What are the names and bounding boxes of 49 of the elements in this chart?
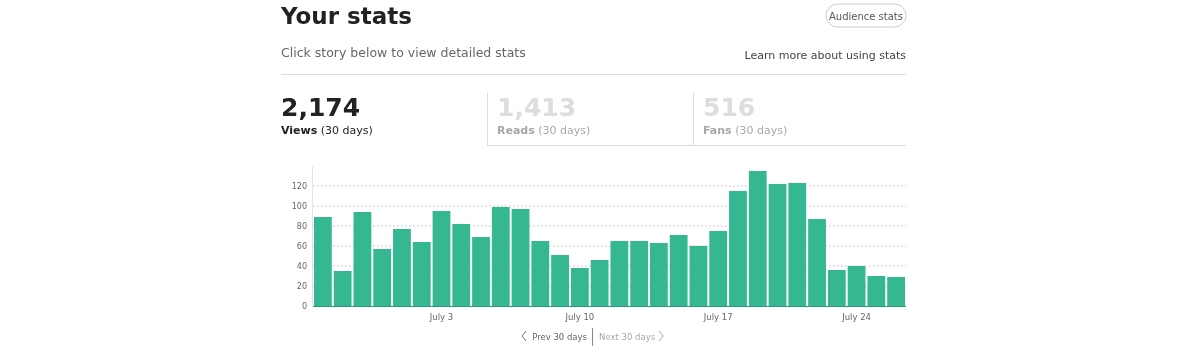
bar (729, 191, 747, 306)
chart-subtitle: Click story below to view detailed stats (281, 45, 526, 60)
x-tick-label: July 3 (428, 312, 454, 322)
text: Next 30 days (599, 332, 656, 342)
bar (452, 224, 471, 306)
bar (551, 255, 569, 306)
bar (709, 231, 728, 306)
bar (531, 241, 550, 306)
bar (630, 241, 649, 306)
bar (570, 268, 589, 306)
bar (768, 184, 787, 306)
bar (393, 229, 411, 306)
bar (412, 242, 431, 306)
bar (472, 237, 490, 306)
x-tick-label: July 10 (564, 312, 595, 322)
text: Views (30 days) (281, 124, 373, 137)
bar (788, 183, 807, 306)
y-tick-label: 0 (301, 302, 307, 311)
bar (333, 271, 352, 306)
bar (847, 266, 866, 306)
x-tick-label: July 17 (702, 312, 733, 322)
bar (689, 246, 708, 306)
bar (313, 217, 332, 306)
y-tick-label: 120 (291, 182, 307, 191)
y-tick-label: 80 (296, 222, 307, 231)
bar (867, 276, 886, 306)
bar (353, 212, 372, 306)
bar (827, 270, 846, 306)
y-tick-label: 40 (296, 262, 307, 271)
bar (432, 211, 451, 306)
bar (373, 249, 392, 306)
text: Audience stats (828, 10, 904, 22)
bar (669, 235, 688, 306)
x-tick-label: July 24 (841, 312, 871, 322)
text: Prev 30 days (532, 332, 588, 342)
y-tick-label: 60 (296, 242, 307, 251)
bar (748, 171, 767, 306)
y-tick-label: 20 (296, 282, 307, 291)
bar (491, 207, 510, 306)
bar (887, 277, 906, 306)
bar (511, 209, 530, 306)
chart-title: Your stats (280, 3, 412, 29)
text: Learn more about using stats (744, 49, 907, 62)
text: Fans (30 days) (703, 124, 788, 137)
text: 2,174 (281, 93, 361, 122)
bar (650, 243, 668, 306)
text: Reads (30 days) (497, 124, 591, 137)
y-tick-label: 100 (291, 202, 307, 211)
bar (808, 219, 826, 306)
